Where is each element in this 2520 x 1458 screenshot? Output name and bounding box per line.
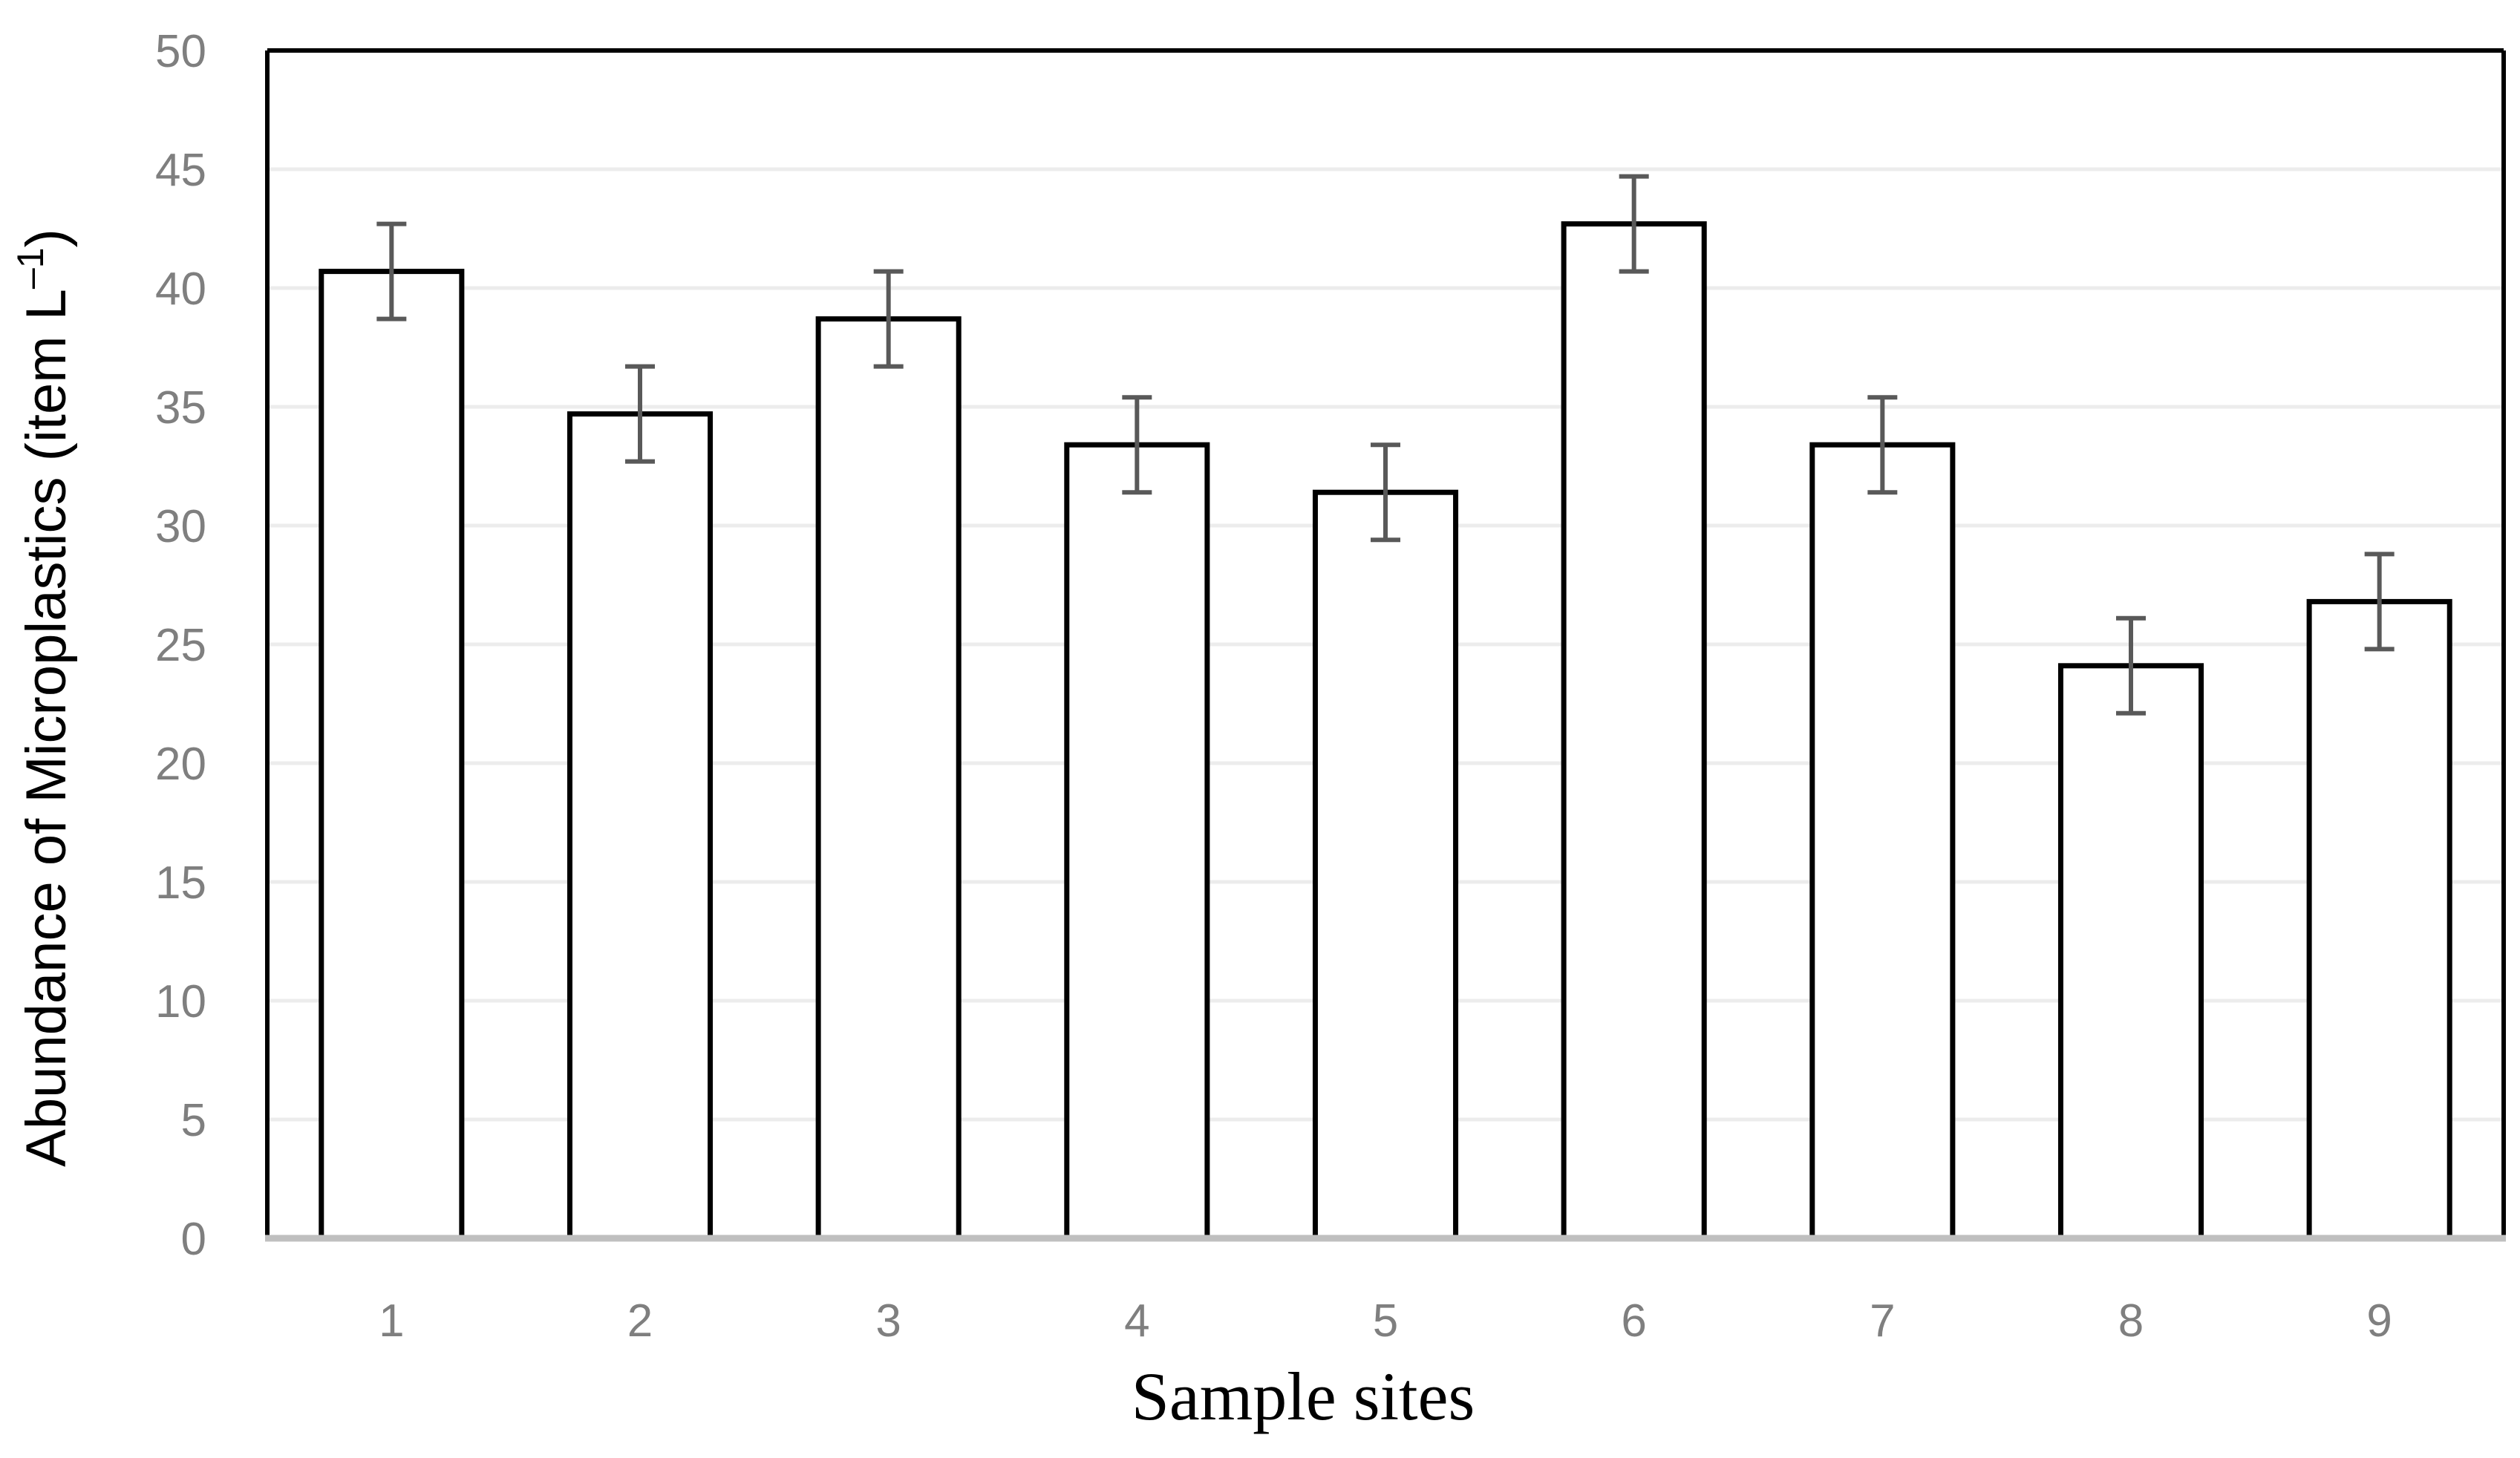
y-axis-label-close: ): [15, 229, 78, 247]
y-tick-label-15: 15: [155, 857, 206, 909]
bar-1: [319, 269, 465, 1241]
bar-7: [1809, 442, 1956, 1241]
y-axis-label: Abundance of Microplastics (item L–1): [10, 229, 78, 1167]
y-tick-label-20: 20: [155, 739, 206, 790]
x-tick-label-1: 1: [379, 1295, 404, 1347]
bar-6: [1561, 221, 1707, 1241]
y-tick-label-45: 45: [155, 145, 206, 196]
y-tick-label-35: 35: [155, 382, 206, 434]
y-tick-label-10: 10: [155, 976, 206, 1027]
bar-2: [567, 411, 714, 1241]
error-bar-6: [1619, 174, 1649, 274]
error-bar-2: [625, 364, 655, 464]
x-tick-label-4: 4: [1124, 1295, 1149, 1347]
bars: [319, 221, 2452, 1241]
y-axis-label-main: Abundance of Microplastics (item L: [15, 289, 78, 1167]
y-tick-labels: 0 5 10 15 20 25 30 35 40 45 50: [155, 26, 206, 1265]
bar-5: [1312, 489, 1459, 1241]
x-tick-label-8: 8: [2118, 1295, 2144, 1347]
error-bar-8: [2116, 615, 2146, 716]
error-bar-4: [1122, 395, 1152, 495]
y-tick-label-50: 50: [155, 26, 206, 77]
x-tick-labels: 1 2 3 4 5 6 7 8 9: [379, 1295, 2392, 1347]
x-tick-label-3: 3: [875, 1295, 901, 1347]
plot-frame: [265, 48, 2506, 1242]
bar-3: [815, 316, 962, 1241]
y-tick-label-40: 40: [155, 264, 206, 315]
x-tick-label-6: 6: [1621, 1295, 1646, 1347]
error-bar-9: [2364, 552, 2395, 652]
y-axis-label-superscript: –1: [10, 247, 51, 289]
error-bar-3: [873, 269, 904, 369]
x-tick-label-9: 9: [2366, 1295, 2392, 1347]
bar-9: [2306, 598, 2452, 1241]
bar-4: [1064, 442, 1210, 1241]
y-tick-label-30: 30: [155, 501, 206, 552]
error-bar-5: [1371, 442, 1400, 543]
y-tick-label-25: 25: [155, 620, 206, 671]
x-tick-label-5: 5: [1373, 1295, 1398, 1347]
y-tick-label-5: 5: [181, 1095, 206, 1146]
error-bars: [376, 174, 2395, 716]
error-bar-7: [1867, 395, 1898, 495]
bar-8: [2057, 663, 2204, 1241]
x-tick-label-7: 7: [1870, 1295, 1895, 1347]
x-tick-label-2: 2: [627, 1295, 653, 1347]
y-tick-label-0: 0: [181, 1214, 206, 1265]
x-axis-label: Sample sites: [1132, 1359, 1475, 1434]
error-bar-1: [376, 221, 407, 321]
